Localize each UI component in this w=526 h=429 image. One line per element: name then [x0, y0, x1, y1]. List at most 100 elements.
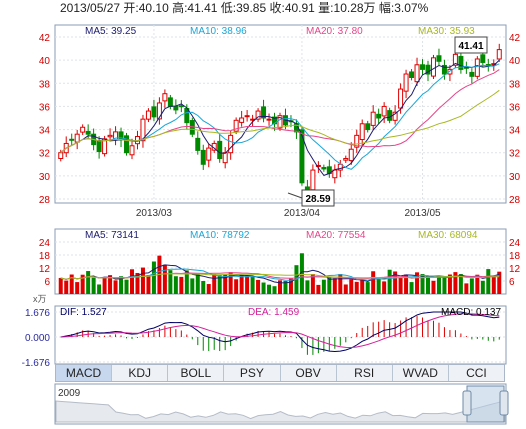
tab-rsi[interactable]: RSI [337, 365, 393, 381]
volume-bar [453, 272, 458, 294]
dif-line [60, 311, 500, 353]
candle-body [321, 167, 327, 170]
tab-cci[interactable]: CCI [466, 366, 487, 380]
volume-bar [217, 275, 222, 294]
candle-body [441, 64, 447, 75]
volume-bar [102, 277, 107, 294]
candle-body [315, 164, 321, 167]
candles [58, 43, 502, 196]
volume-bar [195, 274, 200, 294]
volume-bar [387, 269, 392, 294]
tab-wvad[interactable]: WVAD [393, 365, 449, 381]
candle-body [430, 57, 436, 77]
volume-bar [305, 280, 310, 294]
volume-bar [469, 278, 474, 294]
volume-bar [310, 274, 315, 294]
candle-body [124, 135, 130, 154]
volume-bar [245, 276, 250, 294]
volume-bar [398, 277, 403, 294]
price-y-tick: 28 [509, 195, 521, 206]
tab-kdj[interactable]: KDJ [112, 365, 169, 381]
candle-body [343, 158, 349, 161]
candle-body [365, 123, 371, 131]
volume-bar [442, 277, 447, 294]
low-marker-label: 28.59 [305, 194, 330, 205]
candle-body [145, 110, 151, 120]
volume-y-tick: 12 [39, 264, 51, 275]
volume-y-tick: 12 [509, 264, 521, 275]
candle-body [277, 115, 283, 129]
tab-obv[interactable]: OBV [281, 365, 337, 381]
price-x-axis: 2013/03 2013/04 2013/05 [136, 208, 441, 219]
candle-body [414, 64, 420, 83]
candle-body [162, 93, 168, 102]
candle-body [255, 110, 261, 120]
candle-body [387, 110, 393, 121]
candle-body [436, 55, 442, 62]
tab-macd[interactable]: MACD [56, 365, 113, 381]
high-marker-label: 41.41 [458, 41, 483, 52]
candle-body [140, 118, 146, 142]
price-y-tick: 38 [39, 79, 51, 90]
volume-bar [480, 280, 485, 294]
candle-body [118, 131, 124, 141]
tab-boll[interactable]: BOLL [168, 365, 225, 381]
volume-bar [338, 274, 343, 294]
candle-body [178, 105, 184, 108]
price-y-tick: 36 [39, 102, 51, 113]
volume-bar [108, 275, 113, 294]
candle-body [376, 113, 382, 119]
price-y-tick: 38 [509, 79, 521, 90]
candle-body [348, 148, 354, 162]
volume-bar [261, 282, 266, 294]
vol-ma5-label: MA5: 73141 [85, 230, 139, 241]
candle-body [129, 145, 135, 156]
price-y-tick: 32 [509, 149, 521, 160]
navigator-selection[interactable] [466, 385, 505, 423]
volume-bar [113, 280, 118, 294]
ma5-label: MA5: 39.25 [85, 26, 137, 37]
volume-bar [278, 280, 282, 294]
price-y-tick: 34 [509, 126, 521, 137]
volume-y-tick: 24 [509, 238, 521, 249]
volume-bar [201, 281, 206, 294]
candle-body [392, 111, 398, 121]
navigator-overview [55, 400, 506, 423]
macd-y-tick: -1.676 [22, 358, 51, 369]
candle-body [299, 129, 305, 184]
volume-bar [58, 277, 63, 294]
price-y-tick: 42 [509, 33, 521, 44]
candle-body [58, 152, 64, 159]
macd-y-tick: 0.000 [25, 333, 50, 344]
candle-body [452, 53, 458, 66]
volume-bar [343, 284, 348, 294]
price-y-tick: 30 [509, 172, 521, 183]
navigator-right-handle[interactable] [499, 390, 509, 416]
volume-bar [327, 277, 332, 294]
vol-ma10-line [60, 268, 500, 281]
price-y-tick: 30 [39, 172, 51, 183]
volume-bar [486, 269, 491, 294]
volume-bar [404, 274, 409, 294]
low-marker: 28.59 [287, 189, 335, 207]
volume-bar [212, 274, 217, 294]
volume-bar [497, 271, 502, 294]
price-x-tick: 2013/04 [284, 208, 321, 219]
volume-bar [491, 275, 496, 294]
candle-body [206, 147, 212, 161]
candle-body [480, 54, 486, 63]
volume-bar [409, 282, 414, 294]
candle-body [228, 134, 234, 154]
volume-bar [415, 272, 420, 294]
candle-body [151, 106, 157, 118]
navigator-year: 2009 [58, 388, 81, 399]
candle-body [74, 133, 80, 143]
vol-ma30-line [60, 273, 500, 280]
tab-psy[interactable]: PSY [224, 365, 281, 381]
volume-bar [184, 270, 189, 294]
volume-y-tick: 18 [39, 251, 51, 262]
volume-bar [283, 281, 288, 294]
navigator-left-handle[interactable] [462, 390, 472, 416]
candle-body [261, 106, 267, 119]
